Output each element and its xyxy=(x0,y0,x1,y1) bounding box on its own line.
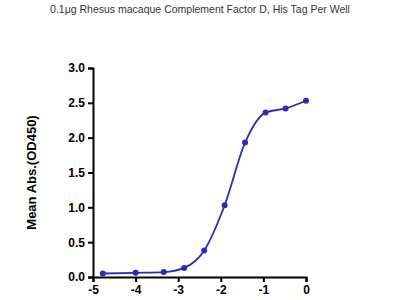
y-tick: 0.5 xyxy=(68,236,93,250)
data-point xyxy=(100,271,106,277)
x-tick-mark xyxy=(306,277,308,282)
y-tick-label: 1.5 xyxy=(68,166,85,180)
y-tick: 2.5 xyxy=(68,96,93,110)
x-tick-label: -1 xyxy=(259,283,270,297)
fit-line xyxy=(103,101,306,274)
y-tick-mark xyxy=(88,207,93,209)
data-point xyxy=(133,270,139,276)
y-tick-mark xyxy=(88,137,93,139)
y-tick-label: 3.0 xyxy=(68,61,85,75)
y-axis-line xyxy=(88,69,94,278)
y-tick: 1.0 xyxy=(68,201,93,215)
y-tick-label: 2.0 xyxy=(68,131,85,145)
y-tick-mark xyxy=(88,68,93,70)
x-tick-label: -4 xyxy=(131,283,142,297)
x-tick-label: 0 xyxy=(303,283,310,297)
x-tick-mark xyxy=(263,277,265,282)
data-point xyxy=(303,98,309,104)
x-tick: -2 xyxy=(216,277,227,297)
x-tick-label: -2 xyxy=(216,283,227,297)
chart: 0.1μg Rhesus macaque Complement Factor D… xyxy=(0,0,400,300)
x-tick-label: -5 xyxy=(88,283,99,297)
data-point xyxy=(201,248,207,254)
y-tick: 1.5 xyxy=(68,166,93,180)
x-tick: 0 xyxy=(303,277,310,297)
x-tick-mark xyxy=(178,277,180,282)
x-tick: -3 xyxy=(173,277,184,297)
title: 0.1μg Rhesus macaque Complement Factor D… xyxy=(50,3,350,15)
y-tick-mark xyxy=(88,242,93,244)
plot-area xyxy=(100,98,309,277)
x-tick-mark xyxy=(220,277,222,282)
y-axis: 0.0 0.5 1.0 1.5 2.0 2.5 3.0 xyxy=(68,61,93,284)
data-point xyxy=(181,265,187,271)
data-point xyxy=(222,202,228,208)
y-tick-mark xyxy=(88,277,93,279)
x-tick-mark xyxy=(135,277,137,282)
y-tick: 2.0 xyxy=(68,131,93,145)
data-point xyxy=(161,269,167,275)
y-tick-label: 0.0 xyxy=(68,270,85,284)
y-axis-title: Mean Abs.(OD450) xyxy=(24,115,39,229)
data-point xyxy=(242,140,248,146)
y-tick: 3.0 xyxy=(68,61,93,75)
y-tick-mark xyxy=(88,102,93,104)
data-point xyxy=(283,105,289,111)
x-tick-label: -3 xyxy=(173,283,184,297)
x-tick-mark xyxy=(93,277,95,282)
data-point xyxy=(263,110,269,116)
y-tick-label: 2.5 xyxy=(68,96,85,110)
y-tick-mark xyxy=(88,172,93,174)
x-tick: -1 xyxy=(259,277,270,297)
x-axis: -5 -4 -3 -2 -1 0 xyxy=(88,277,310,297)
y-tick-label: 0.5 xyxy=(68,236,85,250)
y-tick-label: 1.0 xyxy=(68,201,85,215)
x-tick: -5 xyxy=(88,277,99,297)
x-tick: -4 xyxy=(131,277,142,297)
x-axis-line xyxy=(94,278,307,283)
